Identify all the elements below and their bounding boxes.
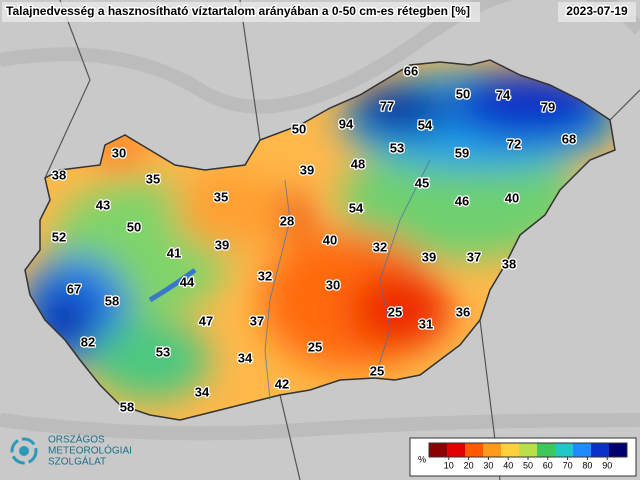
station-value: 58 — [105, 293, 119, 308]
station-value: 54 — [349, 200, 364, 215]
station-value: 59 — [455, 145, 469, 160]
station-value: 66 — [404, 63, 418, 78]
station-value: 46 — [455, 193, 469, 208]
station-value: 47 — [199, 313, 213, 328]
station-value: 50 — [456, 86, 470, 101]
colorbar-tick-label: 40 — [503, 460, 513, 470]
station-value: 77 — [380, 98, 394, 113]
station-value: 53 — [390, 140, 404, 155]
colorbar-segment — [609, 443, 628, 457]
station-value: 31 — [419, 316, 433, 331]
station-value: 32 — [258, 268, 272, 283]
colorbar-segment — [483, 443, 502, 457]
logo-mark — [10, 437, 38, 465]
terrain-relief — [0, 0, 640, 441]
colorbar-tick-label: 50 — [523, 460, 533, 470]
lake — [148, 267, 197, 303]
station-value: 58 — [120, 399, 134, 414]
colorbar-segment — [573, 443, 592, 457]
station-value: 25 — [370, 363, 384, 378]
station-labels: 66 50 74 79 77 94 54 50 72 68 53 59 30 48 39 38 35 45 35 40… — [51, 62, 578, 416]
station-value: 72 — [507, 136, 521, 151]
station-value: 39 — [215, 237, 229, 252]
map-date: 2023-07-19 — [566, 4, 628, 18]
station-value: 43 — [96, 197, 110, 212]
logo: ORSZÁGOS METEOROLÓGIAI SZOLGÁLAT — [10, 433, 132, 468]
station-value: 25 — [308, 339, 322, 354]
colorbar-segment — [555, 443, 574, 457]
colorbar-tick-label: 90 — [602, 460, 612, 470]
station-value: 68 — [562, 131, 576, 146]
station-value: 50 — [127, 219, 141, 234]
station-value: 53 — [156, 344, 170, 359]
station-value: 28 — [280, 213, 294, 228]
station-value: 35 — [146, 171, 160, 186]
colorbar-segment — [537, 443, 556, 457]
river — [264, 159, 431, 401]
colorbar-tick-label: 70 — [563, 460, 573, 470]
colorbar-tick-label: 80 — [582, 460, 592, 470]
colorbar-segment — [447, 443, 466, 457]
colorbar-tick-label: 20 — [464, 460, 474, 470]
station-value: 41 — [167, 245, 181, 260]
colorbar-tick-label: 60 — [543, 460, 553, 470]
station-value: 39 — [300, 162, 314, 177]
logo-mark-center — [19, 446, 29, 456]
station-value: 36 — [456, 304, 470, 319]
legend-unit: % — [418, 454, 426, 464]
field-blobs — [25, 70, 615, 400]
station-value: 48 — [351, 156, 365, 171]
station-value: 37 — [467, 249, 481, 264]
colorbar-tick-label: 10 — [444, 460, 454, 470]
station-value: 67 — [67, 281, 81, 296]
logo-line: SZOLGÁLAT — [48, 455, 106, 468]
station-value: 35 — [214, 189, 228, 204]
station-value: 25 — [388, 304, 402, 319]
station-value: 42 — [275, 376, 289, 391]
legend: % 10 20 30 40 50 60 70 80 90 — [409, 437, 637, 477]
station-value: 94 — [339, 116, 354, 131]
colorbar-segment — [465, 443, 484, 457]
station-value: 39 — [422, 249, 436, 264]
station-value: 40 — [505, 190, 519, 205]
station-value: 34 — [238, 350, 253, 365]
colorbar-tick-label: 30 — [483, 460, 493, 470]
logo-line: METEOROLÓGIAI — [48, 444, 132, 457]
station-value: 40 — [323, 232, 337, 247]
title-background — [2, 2, 480, 22]
station-value: 54 — [418, 117, 433, 132]
station-value: 79 — [541, 99, 555, 114]
station-value: 38 — [52, 167, 66, 182]
station-value: 37 — [250, 313, 264, 328]
station-value: 45 — [415, 175, 429, 190]
station-value: 82 — [81, 334, 95, 349]
station-value: 44 — [180, 274, 195, 289]
station-value: 52 — [52, 229, 66, 244]
station-value: 74 — [496, 87, 511, 102]
station-value: 30 — [112, 145, 126, 160]
logo-line: ORSZÁGOS — [48, 433, 105, 446]
station-value: 50 — [292, 121, 306, 136]
colorbar-segment — [591, 443, 610, 457]
station-value: 38 — [502, 256, 516, 271]
colorbar-segment — [429, 443, 448, 457]
colorbar-segment — [501, 443, 520, 457]
neighbor-border — [44, 0, 640, 480]
colorbar-segment — [519, 443, 538, 457]
station-value: 34 — [195, 384, 210, 399]
station-value: 32 — [373, 239, 387, 254]
map-title: Talajnedvesség a hasznosítható víztartal… — [6, 4, 470, 18]
station-value: 30 — [326, 277, 340, 292]
date-background — [558, 2, 636, 22]
